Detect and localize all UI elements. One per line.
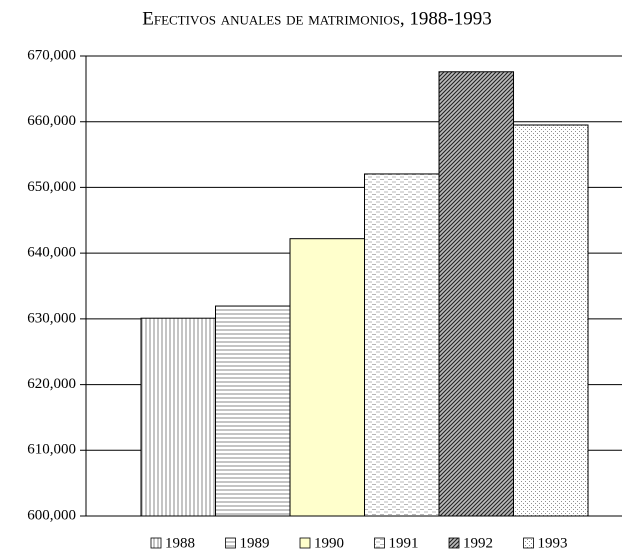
legend-swatch (448, 537, 460, 549)
y-tick-label: 640,000 (27, 245, 76, 261)
legend-swatch (150, 537, 162, 549)
bar (513, 124, 589, 517)
legend-label: 1991 (389, 535, 419, 551)
y-tick-label: 650,000 (27, 179, 76, 195)
legend-swatch (299, 537, 311, 549)
legend-label: 1989 (240, 535, 270, 551)
y-tick-label: 620,000 (27, 376, 76, 392)
bar (364, 173, 440, 517)
chart-title: Efectivos anuales de matrimonios, 1988-1… (142, 8, 492, 29)
y-tick-label: 610,000 (27, 442, 76, 458)
y-tick-label: 630,000 (27, 310, 76, 326)
y-tick-label: 670,000 (27, 47, 76, 63)
bar (215, 305, 291, 517)
bar (289, 238, 366, 517)
legend-label: 1988 (165, 535, 195, 551)
legend-swatch (225, 537, 236, 549)
legend-label: 1992 (463, 535, 493, 551)
y-tick-label: 600,000 (27, 507, 76, 523)
legend-swatch (374, 537, 385, 549)
legend-label: 1990 (314, 535, 344, 551)
y-tick-label: 660,000 (27, 113, 76, 129)
legend-swatch (523, 537, 534, 549)
legend-label: 1993 (538, 535, 568, 551)
bar (140, 317, 217, 517)
bar (438, 71, 515, 517)
